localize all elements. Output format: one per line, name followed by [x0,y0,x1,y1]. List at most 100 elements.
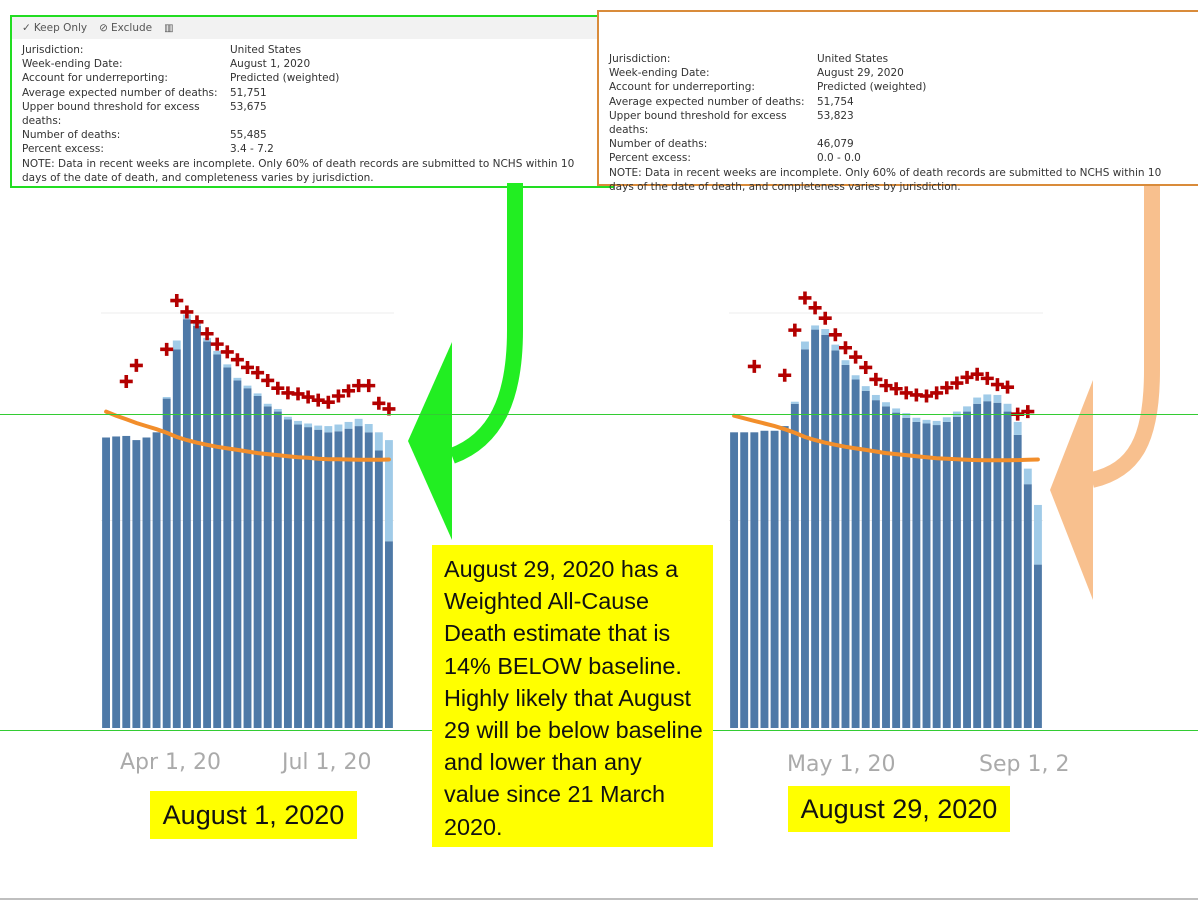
bar-deaths[interactable] [730,432,739,728]
bar-deaths[interactable] [273,411,282,728]
bar-predicted-extra[interactable] [831,344,840,351]
bar-predicted-extra[interactable] [861,386,870,391]
bar-deaths[interactable] [963,411,971,728]
bar-predicted-extra[interactable] [922,419,931,424]
bar-predicted-extra[interactable] [801,341,809,350]
bar-deaths[interactable] [770,430,779,728]
bar-deaths[interactable] [882,406,890,728]
bar-deaths[interactable] [902,417,911,728]
bar-deaths[interactable] [152,432,161,728]
bar-deaths[interactable] [233,380,242,728]
view-data-icon[interactable]: ▥ [164,22,174,34]
bar-predicted-extra[interactable] [223,364,232,368]
bar-predicted-extra[interactable] [932,420,941,426]
bar-predicted-extra[interactable] [790,401,799,404]
bar-deaths[interactable] [182,319,191,728]
bar-predicted-extra[interactable] [993,394,1002,403]
bar-deaths[interactable] [162,398,171,728]
bar-predicted-extra[interactable] [851,375,860,380]
bar-predicted-extra[interactable] [892,408,901,413]
bar-predicted-extra[interactable] [213,350,222,355]
bar-deaths[interactable] [334,431,343,728]
bar-deaths[interactable] [831,350,840,728]
bar-deaths[interactable] [861,390,870,728]
bar-deaths[interactable] [892,412,901,728]
bar-deaths[interactable] [253,396,262,728]
bar-predicted-extra[interactable] [1023,468,1032,485]
bar-deaths[interactable] [263,406,272,728]
bar-deaths[interactable] [172,349,181,728]
bar-deaths[interactable] [841,364,850,728]
bar-predicted-extra[interactable] [354,418,363,427]
bar-predicted-extra[interactable] [1003,403,1012,412]
bar-predicted-extra[interactable] [811,325,820,330]
bar-deaths[interactable] [324,432,333,728]
bar-predicted-extra[interactable] [902,413,911,418]
bar-deaths[interactable] [871,400,880,728]
bar-predicted-extra[interactable] [912,417,921,422]
bar-predicted-extra[interactable] [162,397,171,399]
bar-deaths[interactable] [314,429,323,728]
bar-predicted-extra[interactable] [233,377,242,381]
bar-deaths[interactable] [112,436,121,728]
bar-deaths[interactable] [132,440,141,728]
bar-predicted-extra[interactable] [172,340,181,350]
bar-deaths[interactable] [790,403,799,728]
bar-deaths[interactable] [922,423,931,728]
bar-deaths[interactable] [811,329,820,728]
bar-deaths[interactable] [932,425,941,728]
bar-predicted-extra[interactable] [263,403,272,407]
bar-predicted-extra[interactable] [963,406,971,412]
bar-predicted-extra[interactable] [983,394,992,402]
bar-deaths[interactable] [122,435,131,728]
bar-predicted-extra[interactable] [1033,504,1042,565]
bar-deaths[interactable] [223,367,232,728]
bar-predicted-extra[interactable] [304,423,313,428]
bar-deaths[interactable] [304,427,313,728]
bar-deaths[interactable] [344,428,353,728]
bar-predicted-extra[interactable] [334,424,343,432]
bar-predicted-extra[interactable] [243,385,252,389]
bar-deaths[interactable] [801,349,809,728]
bar-deaths[interactable] [983,401,992,728]
bar-deaths[interactable] [1003,411,1012,728]
bar-deaths[interactable] [374,450,383,728]
bar-deaths[interactable] [760,430,769,728]
bar-deaths[interactable] [740,432,749,728]
bar-deaths[interactable] [821,334,830,728]
bar-deaths[interactable] [993,402,1002,728]
bar-deaths[interactable] [1013,434,1022,728]
bar-predicted-extra[interactable] [1013,421,1022,435]
bar-deaths[interactable] [243,388,252,728]
bar-predicted-extra[interactable] [973,397,982,404]
bar-deaths[interactable] [193,325,201,728]
exclude-button[interactable]: ⊘ Exclude [99,22,152,34]
bar-predicted-extra[interactable] [871,394,880,401]
bar-deaths[interactable] [851,379,860,728]
bar-predicted-extra[interactable] [324,426,333,433]
bar-deaths[interactable] [912,421,921,728]
bar-predicted-extra[interactable] [294,420,302,425]
bar-deaths[interactable] [102,437,110,729]
bar-deaths[interactable] [780,426,789,728]
bar-deaths[interactable] [942,421,951,728]
bar-predicted-extra[interactable] [374,432,383,451]
bar-deaths[interactable] [213,354,222,729]
bar-predicted-extra[interactable] [385,440,393,542]
bar-deaths[interactable] [354,426,363,728]
bar-deaths[interactable] [203,341,212,728]
bar-predicted-extra[interactable] [841,360,850,365]
bar-predicted-extra[interactable] [253,393,262,396]
bar-deaths[interactable] [142,437,151,729]
bar-predicted-extra[interactable] [273,408,282,412]
bar-deaths[interactable] [364,432,373,728]
bar-deaths[interactable] [294,424,302,728]
bar-deaths[interactable] [973,403,982,728]
bar-predicted-extra[interactable] [942,417,951,422]
bar-deaths[interactable] [283,419,292,728]
bar-predicted-extra[interactable] [882,402,890,407]
bar-predicted-extra[interactable] [283,416,292,420]
bar-deaths[interactable] [385,541,393,728]
bar-predicted-extra[interactable] [314,425,323,430]
keep-only-button[interactable]: ✓ Keep Only [22,22,87,34]
